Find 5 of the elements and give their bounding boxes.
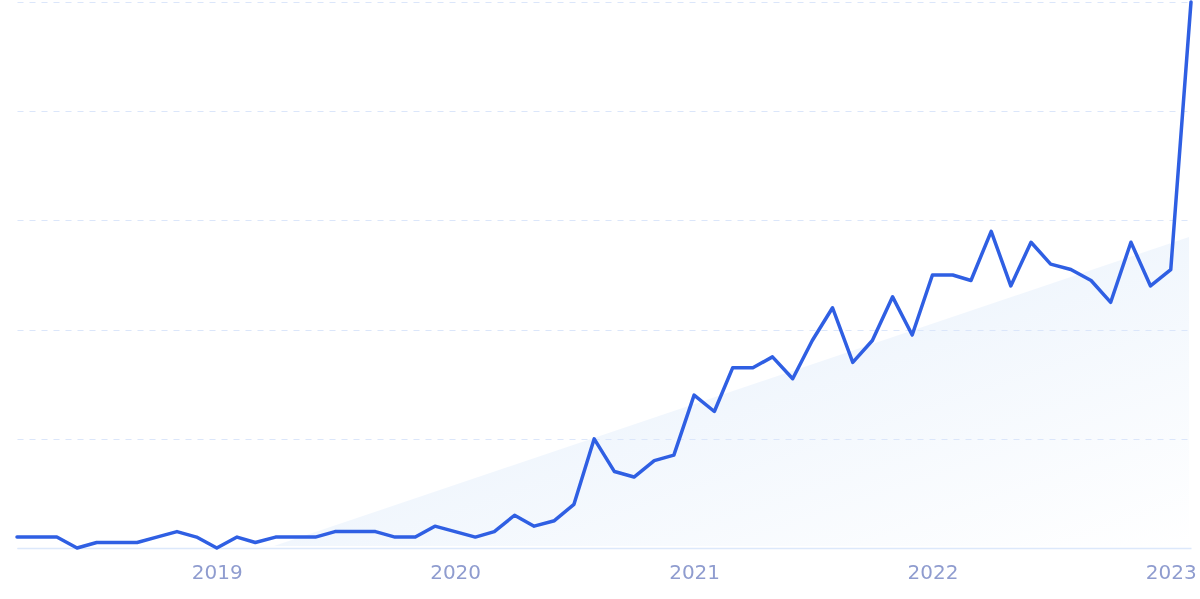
x-tick-label: 2019 [191, 559, 243, 584]
x-tick-label: 2022 [907, 559, 959, 584]
x-tick-label: 2023 [1145, 559, 1197, 584]
x-tick-label: 2021 [669, 559, 721, 584]
x-tick-label: 2020 [430, 559, 482, 584]
